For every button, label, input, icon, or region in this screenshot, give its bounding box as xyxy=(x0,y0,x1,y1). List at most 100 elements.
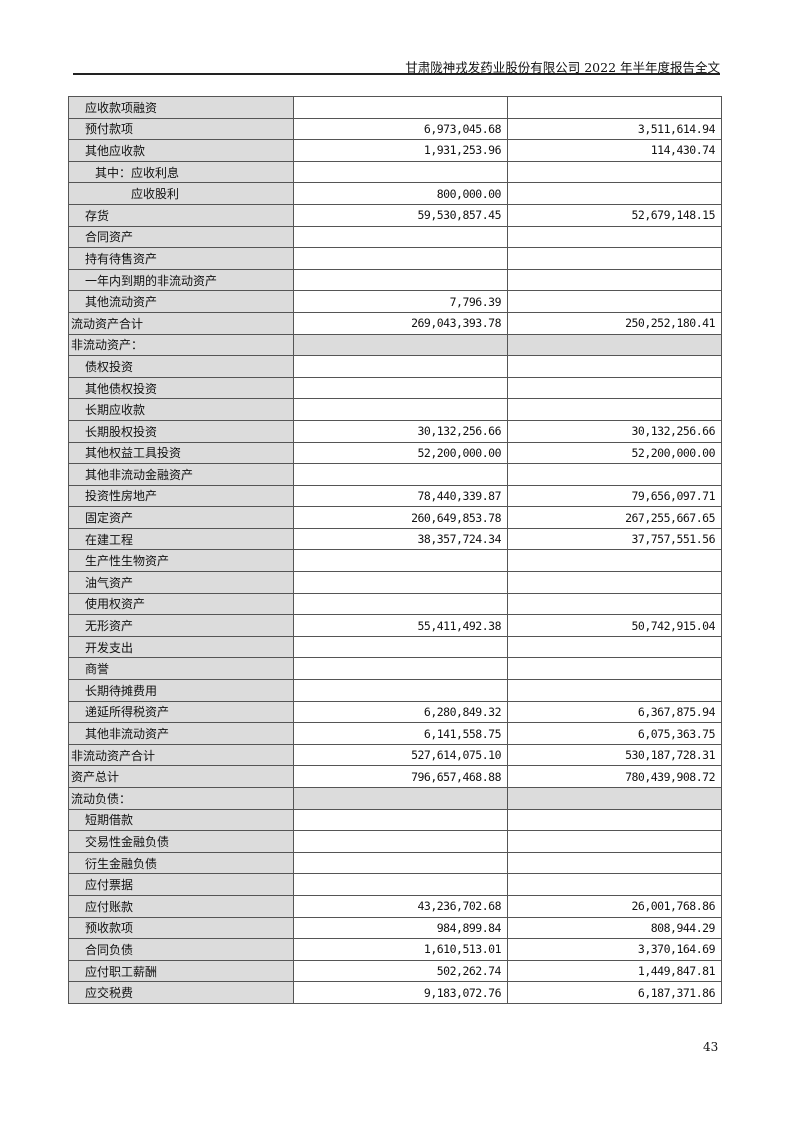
row-label: 债权投资 xyxy=(68,355,294,378)
table-row: 衍生金融负债 xyxy=(68,851,722,875)
table-row: 递延所得税资产 6,280,849.32 6,367,875.94 xyxy=(68,700,722,724)
period-end-value: 55,411,492.38 xyxy=(293,614,508,637)
period-end-value: 78,440,339.87 xyxy=(293,484,508,508)
table-row: 流动资产合计 269,043,393.78 250,252,180.41 xyxy=(68,311,722,335)
table-row: 固定资产 260,649,853.78 267,255,667.65 xyxy=(68,506,722,529)
row-label: 预收款项 xyxy=(68,916,294,940)
period-end-value xyxy=(293,549,508,573)
row-label: 应付职工薪酬 xyxy=(68,959,294,983)
row-label: 持有待售资产 xyxy=(68,247,294,270)
period-end-value xyxy=(293,398,508,421)
period-end-value: 1,610,513.01 xyxy=(293,938,508,961)
table-row: 持有待售资产 xyxy=(68,247,722,270)
row-label: 开发支出 xyxy=(68,635,294,659)
period-begin-value: 79,656,097.71 xyxy=(507,484,722,508)
period-begin-value xyxy=(507,830,722,853)
period-end-value xyxy=(293,657,508,681)
table-row: 合同负债 1,610,513.01 3,370,164.69 xyxy=(68,938,722,961)
period-begin-value: 37,757,551.56 xyxy=(507,527,722,551)
period-begin-value: 808,944.29 xyxy=(507,916,722,940)
period-end-value xyxy=(293,851,508,875)
period-begin-value xyxy=(507,96,722,119)
row-label: 其他非流动资产 xyxy=(68,722,294,745)
period-end-value xyxy=(293,873,508,896)
table-row: 应收股利 800,000.00 xyxy=(68,182,722,205)
period-begin-value: 6,367,875.94 xyxy=(507,700,722,724)
row-label: 长期应收款 xyxy=(68,398,294,421)
period-end-value: 30,132,256.66 xyxy=(293,419,508,443)
period-end-value: 6,141,558.75 xyxy=(293,722,508,745)
period-begin-value xyxy=(507,247,722,270)
row-label: 应付票据 xyxy=(68,873,294,896)
section-row: 流动负债： xyxy=(68,787,722,810)
period-end-value: 1,931,253.96 xyxy=(293,139,508,162)
row-label: 递延所得税资产 xyxy=(68,700,294,724)
row-label: 无形资产 xyxy=(68,614,294,637)
table-row: 无形资产 55,411,492.38 50,742,915.04 xyxy=(68,614,722,637)
period-begin-value xyxy=(507,182,722,205)
period-begin-value: 6,187,371.86 xyxy=(507,981,722,1004)
period-begin-value xyxy=(507,355,722,378)
period-begin-value: 250,252,180.41 xyxy=(507,311,722,335)
row-label: 衍生金融负债 xyxy=(68,851,294,875)
period-end-value xyxy=(293,635,508,659)
period-end-value: 502,262.74 xyxy=(293,959,508,983)
period-begin-value xyxy=(507,333,722,357)
row-label: 流动负债： xyxy=(68,787,294,810)
period-begin-value xyxy=(507,851,722,875)
row-label: 应收股利 xyxy=(68,182,294,205)
table-row: 其中：应收利息 xyxy=(68,160,722,184)
table-row: 开发支出 xyxy=(68,635,722,659)
period-end-value xyxy=(293,592,508,616)
period-begin-value: 3,511,614.94 xyxy=(507,117,722,141)
period-begin-value xyxy=(507,268,722,292)
period-end-value xyxy=(293,225,508,249)
row-label: 交易性金融负债 xyxy=(68,830,294,853)
period-begin-value xyxy=(507,787,722,810)
period-end-value xyxy=(293,679,508,702)
period-end-value: 59,530,857.45 xyxy=(293,203,508,227)
row-label: 其他权益工具投资 xyxy=(68,441,294,465)
period-begin-value xyxy=(507,398,722,421)
period-end-value xyxy=(293,787,508,810)
balance-sheet-table: 应收款项融资 预付款项 6,973,045.68 3,511,614.94 其他应收款 1… xyxy=(68,96,722,1004)
row-label: 其他非流动金融资产 xyxy=(68,463,294,486)
table-row: 长期待摊费用 xyxy=(68,679,722,702)
table-row: 应交税费 9,183,072.76 6,187,371.86 xyxy=(68,981,722,1004)
table-row: 长期应收款 xyxy=(68,398,722,421)
row-label: 应付账款 xyxy=(68,894,294,918)
table-row: 合同资产 xyxy=(68,225,722,249)
period-end-value xyxy=(293,333,508,357)
period-begin-value xyxy=(507,225,722,249)
table-row: 债权投资 xyxy=(68,355,722,378)
table-row: 商誉 xyxy=(68,657,722,681)
period-end-value xyxy=(293,376,508,400)
period-end-value xyxy=(293,830,508,853)
row-label: 应交税费 xyxy=(68,981,294,1004)
period-end-value: 52,200,000.00 xyxy=(293,441,508,465)
period-begin-value: 6,075,363.75 xyxy=(507,722,722,745)
period-end-value: 7,796.39 xyxy=(293,290,508,313)
table-row: 其他非流动资产 6,141,558.75 6,075,363.75 xyxy=(68,722,722,745)
table-row: 存货 59,530,857.45 52,679,148.15 xyxy=(68,203,722,227)
period-begin-value xyxy=(507,808,722,832)
row-label: 其中：应收利息 xyxy=(68,160,294,184)
row-label: 合同资产 xyxy=(68,225,294,249)
period-end-value: 800,000.00 xyxy=(293,182,508,205)
row-label: 其他流动资产 xyxy=(68,290,294,313)
period-end-value: 260,649,853.78 xyxy=(293,506,508,529)
table-row: 在建工程 38,357,724.34 37,757,551.56 xyxy=(68,527,722,551)
period-begin-value xyxy=(507,657,722,681)
row-label: 存货 xyxy=(68,203,294,227)
row-label: 长期待摊费用 xyxy=(68,679,294,702)
period-begin-value xyxy=(507,549,722,573)
period-begin-value: 114,430.74 xyxy=(507,139,722,162)
table-row: 非流动资产合计 527,614,075.10 530,187,728.31 xyxy=(68,743,722,767)
period-end-value xyxy=(293,571,508,594)
table-row: 预收款项 984,899.84 808,944.29 xyxy=(68,916,722,940)
period-end-value xyxy=(293,463,508,486)
table-row: 使用权资产 xyxy=(68,592,722,616)
row-label: 商誉 xyxy=(68,657,294,681)
row-label: 合同负债 xyxy=(68,938,294,961)
table-row: 其他应收款 1,931,253.96 114,430.74 xyxy=(68,139,722,162)
